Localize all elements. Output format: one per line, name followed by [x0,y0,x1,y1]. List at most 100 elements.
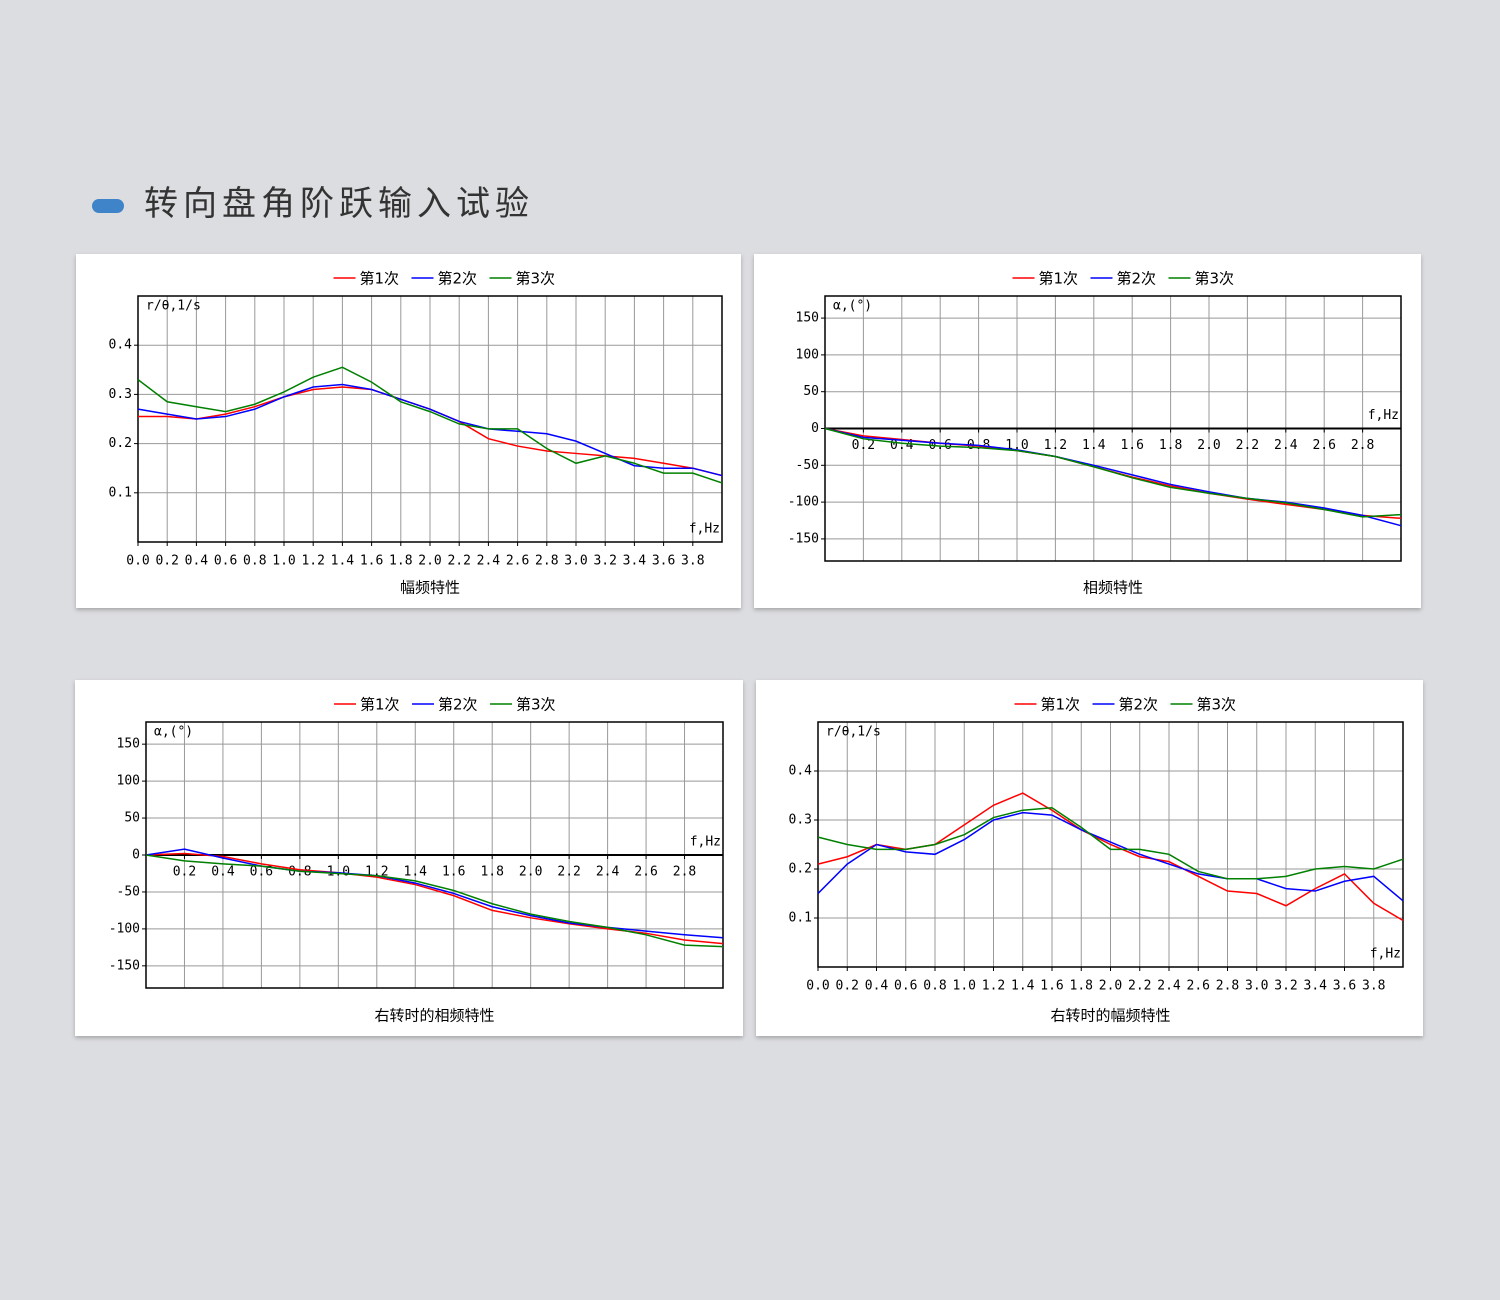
x-axis-label: f,Hz [690,835,721,850]
chart-panel: 0.1 0.2 0.3 0.4 0.0 0.2 0.4 0.6 0.8 1.0 1.2 1.4 1.6 1… [76,254,741,608]
legend-label: 第3次 [1197,696,1237,714]
x-tick-label: 2.0 [418,554,441,569]
chart-title: 相频特性 [1083,579,1143,597]
x-tick-label: 0.2 [852,438,875,453]
x-tick-label: 0.4 [865,979,889,994]
x-tick-label: 2.8 [673,865,696,880]
legend-label: 第3次 [516,270,556,288]
x-tick-label: 2.8 [1216,979,1239,994]
y-axis-label: α,(°) [154,725,193,740]
x-tick-label: 0.4 [890,438,914,453]
y-tick-label: -100 [109,921,140,936]
x-tick-label: 1.4 [331,554,355,569]
series-line [145,854,724,948]
y-tick-label: 0 [811,421,819,436]
x-tick-label: 2.6 [634,865,657,880]
chart-title: 右转时的幅频特性 [1050,1007,1170,1025]
y-tick-label: 50 [803,384,819,399]
x-tick-label: 0.2 [836,979,859,994]
x-tick-label: 0.8 [923,979,946,994]
x-tick-label: 1.4 [1011,979,1035,994]
x-tick-label: 0.6 [214,554,237,569]
y-tick-label: -150 [788,531,819,546]
y-tick-label: 0.4 [789,764,813,779]
page-title: 转向盘角阶跃输入试验 [144,184,534,224]
x-tick-label: 0.2 [173,865,196,880]
x-tick-label: 3.4 [1304,979,1328,994]
y-tick-label: 0.2 [109,436,132,451]
x-tick-label: 1.2 [301,554,324,569]
x-tick-label: 2.2 [447,554,470,569]
series-line [137,383,723,477]
x-tick-label: 2.4 [1274,438,1298,453]
x-tick-label: 2.0 [1099,979,1122,994]
x-tick-label: 2.0 [1197,438,1220,453]
x-tick-label: 0.2 [155,554,178,569]
x-tick-label: 1.8 [389,554,412,569]
legend-label: 第3次 [516,696,556,714]
x-tick-label: 2.6 [1312,438,1335,453]
y-tick-label: -50 [117,884,140,899]
heading-marker [92,199,124,213]
series-line [824,427,1402,527]
legend-label: 第1次 [360,696,400,714]
y-tick-label: 50 [124,811,140,826]
y-tick-label: 0.1 [109,485,132,500]
legend-label: 第2次 [438,696,478,714]
y-tick-label: 150 [117,737,140,752]
y-tick-label: 0.4 [109,338,133,353]
x-tick-label: 2.4 [596,865,620,880]
x-tick-label: 2.2 [1236,438,1259,453]
chart-panel: -150 -100 -50 0 50 100 150 0.2 0.4 0.6 0.8 1.0 1.2 1.… [754,254,1421,608]
x-tick-label: 2.4 [477,554,501,569]
y-tick-label: 0.2 [789,862,812,877]
legend-label: 第2次 [1117,270,1157,288]
legend-label: 第2次 [1119,696,1159,714]
chart-panel: 0.1 0.2 0.3 0.4 0.0 0.2 0.4 0.6 0.8 1.0 1.2 1.4 1.6 1… [756,680,1423,1036]
x-tick-label: 1.6 [442,865,465,880]
plot-frame [817,721,1404,968]
x-tick-label: 3.6 [1333,979,1356,994]
x-tick-label: 1.8 [1070,979,1093,994]
series-line [137,366,723,484]
x-tick-label: 0.0 [806,979,829,994]
x-tick-label: 3.2 [1274,979,1297,994]
x-tick-label: 2.8 [535,554,558,569]
x-tick-label: 1.8 [480,865,503,880]
y-tick-label: 100 [796,347,819,362]
y-tick-label: -100 [788,495,819,510]
x-tick-label: 3.0 [564,554,587,569]
x-tick-label: 3.8 [681,554,704,569]
chart-title: 右转时的相频特性 [374,1007,494,1025]
x-tick-label: 1.2 [982,979,1005,994]
x-tick-label: 3.2 [593,554,616,569]
x-tick-label: 2.8 [1351,438,1374,453]
x-axis-label: f,Hz [1368,408,1399,423]
x-tick-label: 2.0 [519,865,542,880]
x-tick-label: 1.0 [953,979,976,994]
legend-label: 第1次 [1041,696,1081,714]
x-tick-label: 1.6 [360,554,383,569]
x-tick-label: 3.0 [1245,979,1268,994]
legend-label: 第3次 [1195,270,1235,288]
x-tick-label: 2.6 [1187,979,1210,994]
y-tick-label: 100 [117,774,140,789]
x-tick-label: 2.2 [557,865,580,880]
series-line [145,848,724,939]
x-tick-label: 1.0 [272,554,295,569]
y-axis-label: r/θ,1/s [826,725,881,740]
legend-label: 第1次 [1039,270,1079,288]
y-tick-label: -150 [109,958,140,973]
y-axis-label: α,(°) [833,299,872,314]
y-tick-label: 150 [796,311,819,326]
x-tick-label: 0.0 [126,554,149,569]
y-tick-label: -50 [796,458,819,473]
plot-frame [137,295,723,543]
series-line [817,811,1404,902]
x-tick-label: 1.2 [1044,438,1067,453]
x-tick-label: 3.4 [623,554,647,569]
x-tick-label: 0.8 [243,554,266,569]
x-tick-label: 2.2 [1128,979,1151,994]
